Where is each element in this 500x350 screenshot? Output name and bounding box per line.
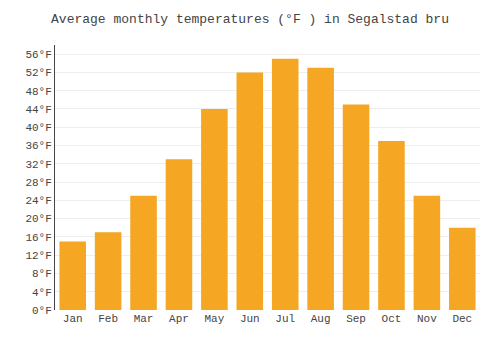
svg-text:Sep: Sep	[346, 313, 366, 325]
svg-text:36°F: 36°F	[25, 140, 51, 152]
svg-text:4°F: 4°F	[32, 287, 52, 299]
svg-text:32°F: 32°F	[25, 159, 51, 171]
svg-text:48°F: 48°F	[25, 86, 51, 98]
svg-text:May: May	[204, 313, 224, 325]
svg-text:Mar: Mar	[134, 313, 154, 325]
svg-text:Jul: Jul	[275, 313, 295, 325]
svg-text:40°F: 40°F	[25, 122, 51, 134]
svg-text:8°F: 8°F	[32, 268, 52, 280]
svg-text:20°F: 20°F	[25, 213, 51, 225]
svg-text:Feb: Feb	[98, 313, 118, 325]
svg-text:Jan: Jan	[63, 313, 83, 325]
svg-text:52°F: 52°F	[25, 67, 51, 79]
svg-text:56°F: 56°F	[25, 49, 51, 61]
svg-text:Oct: Oct	[382, 313, 402, 325]
svg-text:Average monthly temperatures (: Average monthly temperatures (°F ) in Se…	[51, 12, 449, 27]
svg-text:Apr: Apr	[169, 313, 189, 325]
svg-text:24°F: 24°F	[25, 195, 51, 207]
svg-text:Nov: Nov	[417, 313, 437, 325]
svg-text:Dec: Dec	[452, 313, 472, 325]
svg-text:28°F: 28°F	[25, 177, 51, 189]
svg-text:16°F: 16°F	[25, 232, 51, 244]
svg-text:Jun: Jun	[240, 313, 260, 325]
svg-text:0°F: 0°F	[32, 305, 52, 317]
svg-text:12°F: 12°F	[25, 250, 51, 262]
svg-text:44°F: 44°F	[25, 104, 51, 116]
svg-text:Aug: Aug	[311, 313, 331, 325]
